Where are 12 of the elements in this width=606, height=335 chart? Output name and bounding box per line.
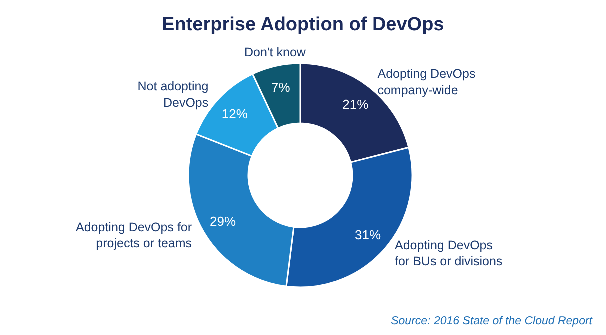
slice-label: Adopting DevOps for BUs or divisions [395, 238, 503, 269]
source-note: Source: 2016 State of the Cloud Report [391, 316, 594, 328]
chart-title: Enterprise Adoption of DevOps [162, 14, 444, 36]
data-label: 31% [355, 228, 382, 243]
data-label: 21% [342, 96, 370, 112]
slice-label: Not adopting DevOps [138, 80, 209, 110]
slice-label: Don't know [244, 46, 307, 60]
slice-label: Adopting DevOps for projects or teams [76, 220, 192, 251]
data-label: 12% [222, 106, 248, 122]
data-label: 7% [271, 80, 291, 96]
data-label: 29% [210, 214, 236, 229]
slice-label: Adopting DevOps company-wide [378, 67, 476, 98]
